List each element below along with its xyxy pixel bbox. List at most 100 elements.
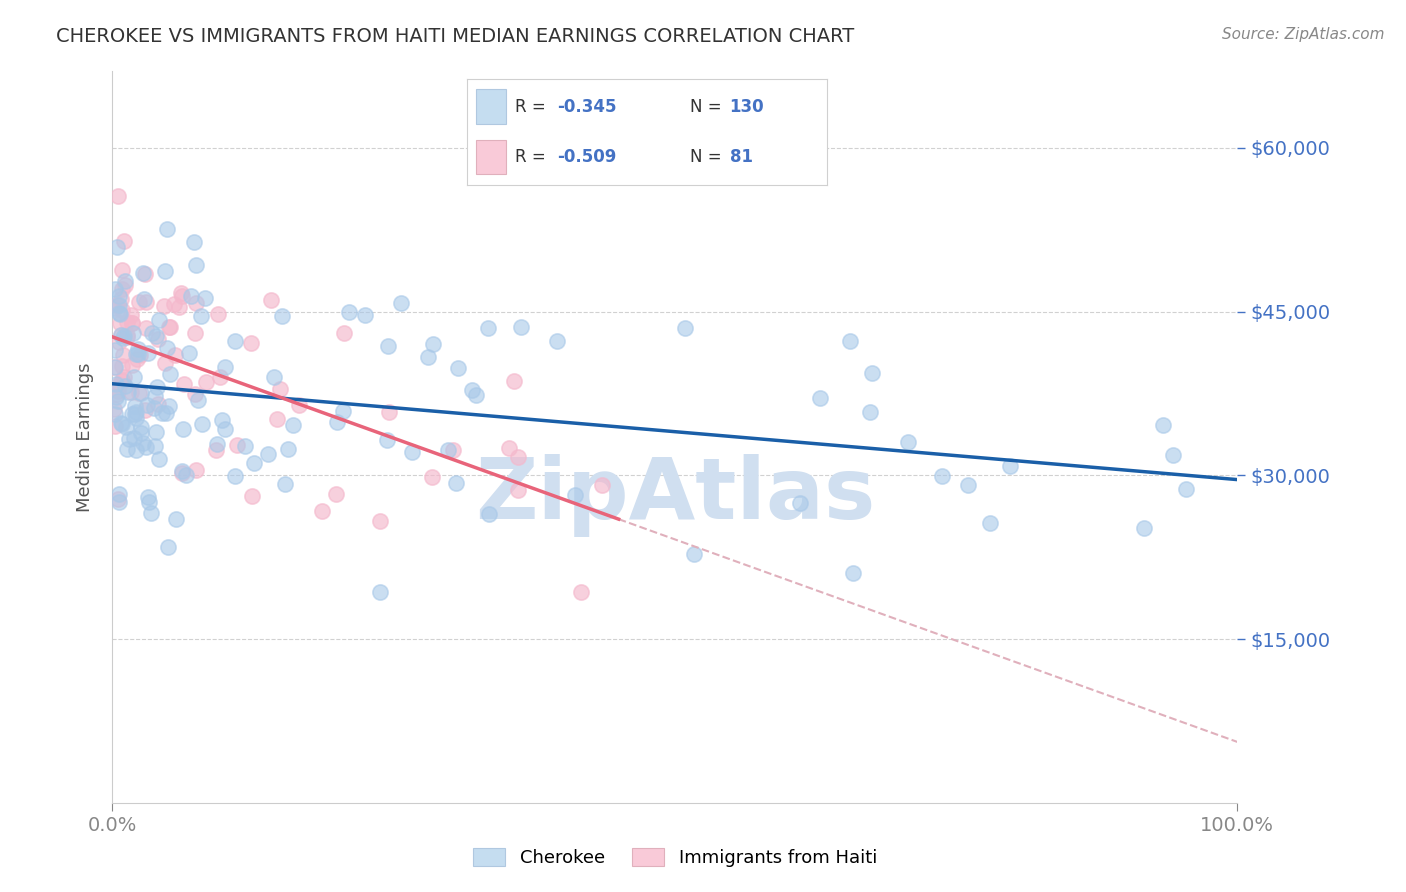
Point xyxy=(957,477,980,491)
Point xyxy=(224,468,246,483)
Point xyxy=(108,495,131,509)
Point xyxy=(128,349,150,363)
Point xyxy=(138,495,160,509)
Point xyxy=(155,264,177,278)
Point xyxy=(170,285,193,300)
Point xyxy=(135,321,157,335)
Text: Source: ZipAtlas.com: Source: ZipAtlas.com xyxy=(1222,27,1385,42)
Point xyxy=(377,339,399,353)
Point xyxy=(146,397,169,411)
Point xyxy=(998,459,1021,474)
Point xyxy=(214,422,236,436)
Point xyxy=(187,393,209,408)
Point xyxy=(191,417,214,431)
Point xyxy=(354,309,377,323)
Point xyxy=(546,334,568,348)
Point xyxy=(141,326,163,340)
Point xyxy=(170,466,193,480)
Point xyxy=(157,319,180,334)
Point xyxy=(1163,448,1185,462)
Point xyxy=(167,300,190,314)
Point xyxy=(110,373,132,387)
Point xyxy=(124,399,146,413)
Point xyxy=(416,351,439,365)
Point xyxy=(134,267,156,281)
Point xyxy=(148,451,170,466)
Point xyxy=(389,296,412,310)
Point xyxy=(107,384,129,399)
Point xyxy=(447,360,470,375)
Point xyxy=(506,450,529,465)
Point xyxy=(136,490,159,504)
Point xyxy=(156,222,179,236)
Point xyxy=(145,329,167,343)
Point xyxy=(104,407,127,421)
Point xyxy=(498,441,520,455)
Point xyxy=(860,366,883,380)
Point xyxy=(288,399,311,413)
Point xyxy=(477,320,499,334)
Point xyxy=(136,398,159,412)
Point xyxy=(170,464,193,478)
Point xyxy=(134,292,156,306)
Point xyxy=(266,412,288,426)
Point xyxy=(146,332,169,346)
Point xyxy=(325,487,347,501)
Point xyxy=(260,293,283,307)
Point xyxy=(111,331,134,345)
Point xyxy=(122,369,145,384)
Point xyxy=(506,483,529,497)
Point xyxy=(153,356,176,370)
Point xyxy=(859,405,882,419)
Point xyxy=(184,463,207,477)
Point xyxy=(271,310,294,324)
Point xyxy=(114,278,136,293)
Point xyxy=(120,384,142,399)
Point xyxy=(332,404,354,418)
Point xyxy=(375,433,398,447)
Point xyxy=(401,445,423,459)
Y-axis label: Median Earnings: Median Earnings xyxy=(76,362,94,512)
Point xyxy=(159,367,181,381)
Point xyxy=(128,294,150,309)
Point xyxy=(509,319,531,334)
Point xyxy=(153,299,176,313)
Point xyxy=(591,477,613,491)
Point xyxy=(125,405,148,419)
Point xyxy=(104,301,127,315)
Point xyxy=(139,507,162,521)
Point xyxy=(842,566,865,580)
Point xyxy=(155,406,177,420)
Point xyxy=(114,274,136,288)
Point xyxy=(108,298,131,312)
Point xyxy=(194,291,217,305)
Point xyxy=(125,346,148,360)
Point xyxy=(333,326,356,341)
Point xyxy=(1175,482,1198,496)
Point xyxy=(104,343,127,358)
Point xyxy=(135,294,157,309)
Point xyxy=(190,309,212,323)
Point xyxy=(165,511,187,525)
Point xyxy=(225,438,247,452)
Point xyxy=(104,376,127,391)
Text: CHEROKEE VS IMMIGRANTS FROM HAITI MEDIAN EARNINGS CORRELATION CHART: CHEROKEE VS IMMIGRANTS FROM HAITI MEDIAN… xyxy=(56,27,855,45)
Point xyxy=(209,370,232,384)
Point xyxy=(110,359,132,373)
Point xyxy=(121,316,143,330)
Point xyxy=(135,440,157,454)
Point xyxy=(143,438,166,452)
Point xyxy=(157,400,180,414)
Point xyxy=(115,328,138,343)
Point xyxy=(673,321,696,335)
Point xyxy=(111,374,134,388)
Point xyxy=(107,491,129,506)
Point xyxy=(129,426,152,441)
Point xyxy=(114,329,136,343)
Point xyxy=(112,370,135,384)
Point xyxy=(122,326,145,341)
Point xyxy=(186,296,208,310)
Point xyxy=(115,442,138,456)
Point xyxy=(111,282,134,296)
Point xyxy=(564,488,586,502)
